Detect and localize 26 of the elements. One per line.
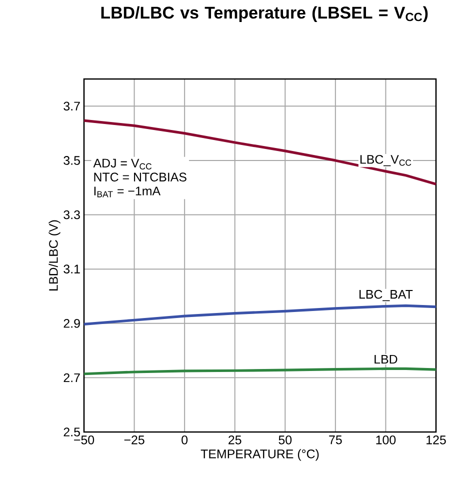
x-tick-label: −50: [74, 436, 94, 444]
annotation: NTC = NTCBIAS: [94, 172, 186, 182]
x-tick-label: 0: [182, 436, 188, 444]
y-tick-label: 3.3: [64, 210, 80, 220]
series-label: LBC_V$_{CC}$: [360, 154, 412, 166]
y-axis-title: LBD/LBC (V): [48, 220, 60, 290]
x-tick-label: 25: [228, 436, 242, 444]
series-label: LBD: [374, 354, 398, 364]
x-axis-title: TEMPERATURE (°C): [200, 449, 319, 461]
y-tick-label: 2.9: [64, 318, 80, 328]
x-tick-label: 50: [278, 436, 292, 444]
line-series: [82, 119, 438, 186]
x-tick-label: −25: [124, 436, 144, 444]
y-tick-label: 3.1: [64, 264, 80, 274]
annotation: I$_{BAT}$ = −1mA: [94, 186, 161, 198]
line-series: [82, 304, 438, 326]
y-tick-label: 3.7: [64, 102, 80, 111]
x-tick-label: 100: [376, 436, 396, 444]
x-tick-label: 125: [426, 436, 446, 444]
annotation: ADJ = V$_{CC}$: [93, 158, 152, 170]
series-label: LBC_BAT: [360, 290, 413, 302]
x-tick-label: 75: [329, 436, 342, 444]
chart-title: LBD/LBC vs Temperature (LBSEL = V$_{CC}$): [101, 6, 428, 22]
y-tick-label: 2.7: [64, 373, 80, 382]
y-tick-label: 2.5: [64, 428, 80, 436]
y-tick-label: 3.5: [64, 156, 80, 165]
